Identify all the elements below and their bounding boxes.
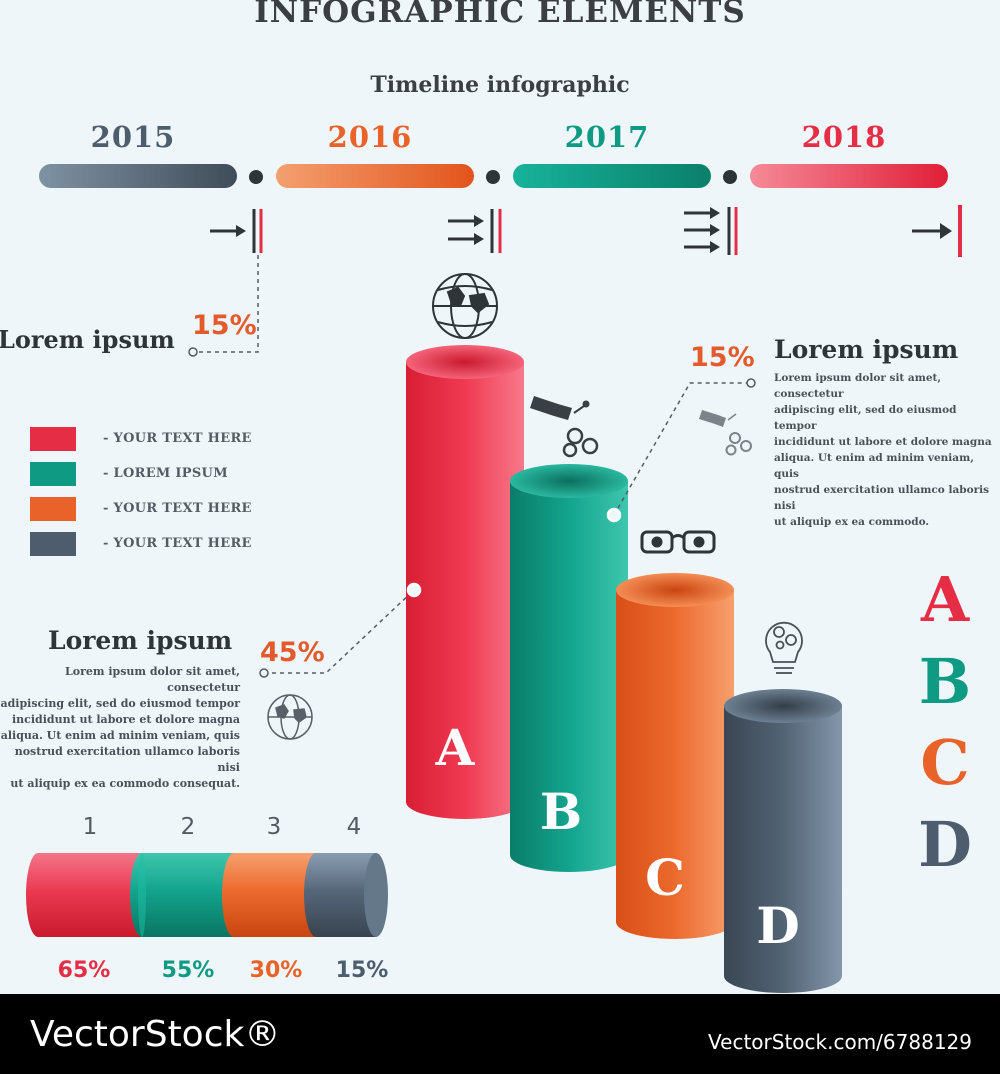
cylinder-label-c: C bbox=[645, 848, 685, 907]
legend-swatch-slate bbox=[30, 532, 76, 556]
cylinder-label-a: A bbox=[435, 718, 476, 777]
cylinder-label-d: D bbox=[756, 896, 799, 955]
legend-swatch-red bbox=[30, 427, 76, 451]
segment-percent: 30% bbox=[249, 958, 303, 983]
left-callout-percent: 15% bbox=[192, 310, 257, 341]
segment-number: 4 bbox=[346, 814, 362, 840]
timeline-bar-2017 bbox=[513, 164, 711, 188]
footer-brand: VectorStock® bbox=[30, 1014, 281, 1055]
triple-arrow-icon bbox=[684, 207, 731, 255]
cylinder-b bbox=[510, 464, 628, 872]
right-callout-text: Lorem ipsum dolor sit amet, consectetur a… bbox=[774, 372, 992, 528]
cylinder-chart: A B C D bbox=[259, 273, 842, 993]
bottle-gears-icon bbox=[530, 396, 599, 458]
bottle-gears-icon bbox=[699, 410, 752, 456]
bottom-callout-heading: Lorem ipsum bbox=[48, 626, 233, 655]
legend-swatch-green bbox=[30, 462, 76, 486]
legend-swatch-orange bbox=[30, 497, 76, 521]
timeline-dot bbox=[723, 170, 737, 184]
arrow-icon bbox=[912, 223, 952, 239]
globe-icon bbox=[267, 694, 313, 740]
bottom-callout-text: Lorem ipsum dolor sit amet, consectetur a… bbox=[0, 665, 240, 790]
side-letter-a: A bbox=[920, 563, 970, 636]
bottom-callout-percent: 45% bbox=[260, 637, 325, 668]
segment-percent: 15% bbox=[335, 958, 389, 983]
segmented-cylinder bbox=[26, 853, 388, 937]
left-callout-heading: Lorem ipsum bbox=[0, 325, 175, 354]
footer-image-id: VectorStock.com/6788129 bbox=[708, 1030, 972, 1054]
cylinder-label-b: B bbox=[540, 782, 582, 841]
segment-number: 2 bbox=[180, 814, 196, 840]
arrow-icon bbox=[210, 209, 256, 253]
globe-icon bbox=[432, 273, 498, 339]
connector-45 bbox=[264, 589, 415, 674]
year-2018-label: 2018 bbox=[801, 120, 887, 154]
segment-4 bbox=[304, 853, 388, 937]
segment-percent: 55% bbox=[161, 958, 215, 983]
segment-number: 1 bbox=[82, 814, 98, 840]
lightbulb-gears-icon bbox=[765, 621, 803, 674]
segment-1 bbox=[26, 853, 142, 937]
timeline-bar-2016 bbox=[276, 164, 474, 188]
timeline-bar-2015 bbox=[39, 164, 237, 188]
timeline-arrows bbox=[188, 205, 962, 357]
legend-label: - YOUR TEXT HERE bbox=[103, 431, 252, 446]
side-letter-b: B bbox=[918, 645, 972, 718]
timeline-bar-2018 bbox=[750, 164, 948, 188]
segment-3 bbox=[222, 853, 316, 937]
year-2016-label: 2016 bbox=[327, 120, 413, 154]
side-letter-c: C bbox=[920, 726, 970, 799]
legend-label: - YOUR TEXT HERE bbox=[103, 501, 252, 516]
cylinder-d bbox=[724, 689, 842, 993]
cylinder-c bbox=[616, 573, 734, 939]
segment-2 bbox=[130, 853, 234, 937]
timeline-dot bbox=[249, 170, 263, 184]
right-callout-percent: 15% bbox=[690, 342, 755, 373]
side-letter-d: D bbox=[918, 808, 972, 881]
footer-bar bbox=[0, 994, 1000, 1074]
legend-label: - YOUR TEXT HERE bbox=[103, 536, 252, 551]
page-subtitle: Timeline infographic bbox=[370, 72, 630, 98]
year-2017-label: 2017 bbox=[564, 120, 650, 154]
legend-label: - LOREM IPSUM bbox=[103, 466, 228, 481]
double-arrow-icon bbox=[448, 209, 494, 253]
segment-percent: 65% bbox=[57, 958, 111, 983]
cylinder-a bbox=[406, 345, 524, 819]
right-callout-heading: Lorem ipsum bbox=[774, 335, 959, 364]
eyeglasses-icon bbox=[640, 530, 716, 554]
segment-number: 3 bbox=[266, 814, 282, 840]
connector-15 bbox=[613, 382, 748, 516]
page-title: INFOGRAPHIC ELEMENTS bbox=[254, 0, 746, 30]
timeline-dot bbox=[486, 170, 500, 184]
year-2015-label: 2015 bbox=[90, 120, 176, 154]
